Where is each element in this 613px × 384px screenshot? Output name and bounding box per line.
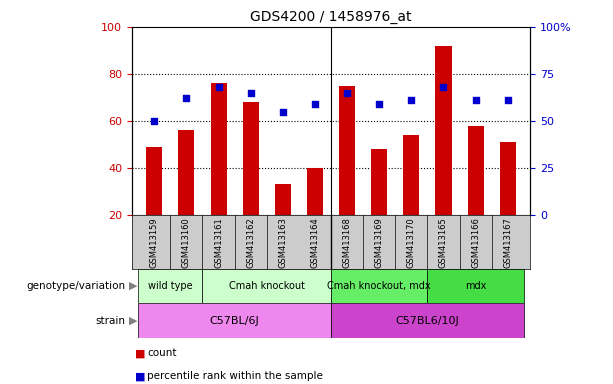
Point: [342, 90, 352, 96]
Bar: [339, 86, 355, 215]
Text: C57BL6/10J: C57BL6/10J: [395, 316, 459, 326]
Text: GSM413170: GSM413170: [407, 217, 416, 268]
Bar: [202, 269, 331, 303]
Text: percentile rank within the sample: percentile rank within the sample: [147, 371, 323, 381]
Text: GSM413168: GSM413168: [343, 217, 352, 268]
Point: [181, 95, 191, 101]
Text: ▶: ▶: [129, 316, 137, 326]
Text: GSM413160: GSM413160: [182, 217, 191, 268]
Text: ■: ■: [135, 371, 145, 381]
Bar: [138, 303, 331, 338]
Text: ▶: ▶: [129, 281, 137, 291]
Point: [150, 118, 159, 124]
Point: [375, 101, 384, 107]
Bar: [178, 131, 194, 215]
Text: GSM413163: GSM413163: [278, 217, 287, 268]
Bar: [275, 184, 291, 215]
Point: [471, 97, 481, 103]
Text: GSM413161: GSM413161: [214, 217, 223, 268]
Point: [310, 101, 320, 107]
Point: [214, 84, 224, 90]
Bar: [307, 168, 323, 215]
Point: [438, 84, 448, 90]
Text: mdx: mdx: [465, 281, 486, 291]
Point: [246, 90, 256, 96]
Text: Cmah knockout: Cmah knockout: [229, 281, 305, 291]
Text: wild type: wild type: [148, 281, 192, 291]
Bar: [331, 303, 524, 338]
Title: GDS4200 / 1458976_at: GDS4200 / 1458976_at: [250, 10, 412, 25]
Bar: [435, 46, 452, 215]
Text: GSM413167: GSM413167: [503, 217, 512, 268]
Point: [278, 109, 287, 115]
Bar: [468, 126, 484, 215]
Point: [406, 97, 416, 103]
Text: C57BL/6J: C57BL/6J: [210, 316, 259, 326]
Text: GSM413165: GSM413165: [439, 217, 448, 268]
Text: ■: ■: [135, 348, 145, 358]
Bar: [138, 269, 202, 303]
Bar: [243, 102, 259, 215]
Text: genotype/variation: genotype/variation: [26, 281, 126, 291]
Point: [503, 97, 512, 103]
Text: GSM413162: GSM413162: [246, 217, 255, 268]
Text: Cmah knockout, mdx: Cmah knockout, mdx: [327, 281, 431, 291]
Bar: [371, 149, 387, 215]
Bar: [427, 269, 524, 303]
Bar: [403, 135, 419, 215]
Text: GSM413169: GSM413169: [375, 217, 384, 268]
Text: GSM413164: GSM413164: [310, 217, 319, 268]
Bar: [500, 142, 516, 215]
Text: count: count: [147, 348, 177, 358]
Text: GSM413166: GSM413166: [471, 217, 480, 268]
Text: GSM413159: GSM413159: [150, 217, 159, 268]
Text: strain: strain: [96, 316, 126, 326]
Bar: [147, 147, 162, 215]
Bar: [210, 83, 227, 215]
Bar: [331, 269, 427, 303]
